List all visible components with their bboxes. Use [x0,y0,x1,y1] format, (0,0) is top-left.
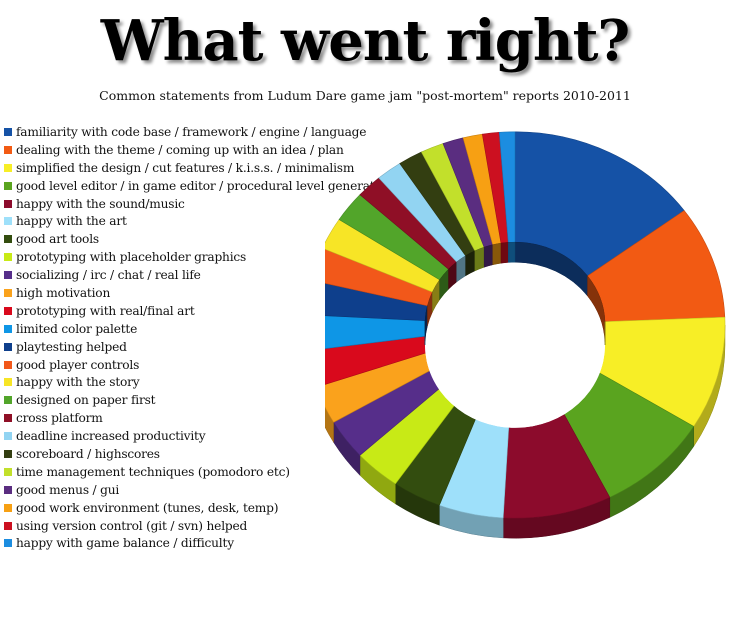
legend-swatch [4,450,12,458]
legend-swatch [4,378,12,386]
legend-label: dealing with the theme / coming up with … [16,143,344,157]
legend-swatch [4,468,12,476]
legend-swatch [4,361,12,369]
legend-swatch [4,217,12,225]
legend-swatch [4,289,12,297]
legend-swatch [4,486,12,494]
legend-label: playtesting helped [16,340,127,354]
legend-label: cross platform [16,411,103,425]
chart-subtitle: Common statements from Ludum Dare game j… [0,88,730,103]
legend-label: good work environment (tunes, desk, temp… [16,501,278,515]
chart-title: What went right? [0,8,730,74]
inner-wall-slice [493,243,501,265]
donut-chart [325,125,730,555]
legend-label: good player controls [16,358,139,372]
legend-label: high motivation [16,286,110,300]
legend-label: good art tools [16,232,99,246]
legend-label: deadline increased productivity [16,429,205,443]
legend-label: happy with the art [16,214,127,228]
legend-swatch [4,396,12,404]
legend-swatch [4,504,12,512]
legend-swatch [4,253,12,261]
legend-swatch [4,307,12,315]
legend-swatch [4,128,12,136]
legend-swatch [4,235,12,243]
legend-swatch [4,146,12,154]
legend-label: designed on paper first [16,393,155,407]
legend-swatch [4,200,12,208]
inner-wall-slice [501,242,508,263]
legend-swatch [4,271,12,279]
legend-label: using version control (git / svn) helped [16,519,247,533]
legend-label: simplified the design / cut features / k… [16,161,354,175]
legend-swatch [4,522,12,530]
inner-wall-slice [484,245,493,267]
legend-swatch [4,343,12,351]
legend-swatch [4,414,12,422]
legend-label: familiarity with code base / framework /… [16,125,366,139]
legend-swatch [4,164,12,172]
legend-label: good menus / gui [16,483,119,497]
legend-label: happy with the sound/music [16,197,185,211]
legend-label: scoreboard / highscores [16,447,160,461]
legend-swatch [4,182,12,190]
legend-label: time management techniques (pomodoro etc… [16,465,290,479]
legend-label: happy with game balance / difficulty [16,536,234,550]
legend-label: socializing / irc / chat / real life [16,268,201,282]
legend-swatch [4,432,12,440]
donut-hole-floor [425,262,605,428]
legend-label: prototyping with placeholder graphics [16,250,246,264]
legend-label: limited color palette [16,322,137,336]
legend-swatch [4,325,12,333]
legend-swatch [4,539,12,547]
inner-wall-slice [508,242,515,262]
legend-label: prototyping with real/final art [16,304,195,318]
legend-label: happy with the story [16,375,139,389]
inner-wall-slice [475,247,484,271]
